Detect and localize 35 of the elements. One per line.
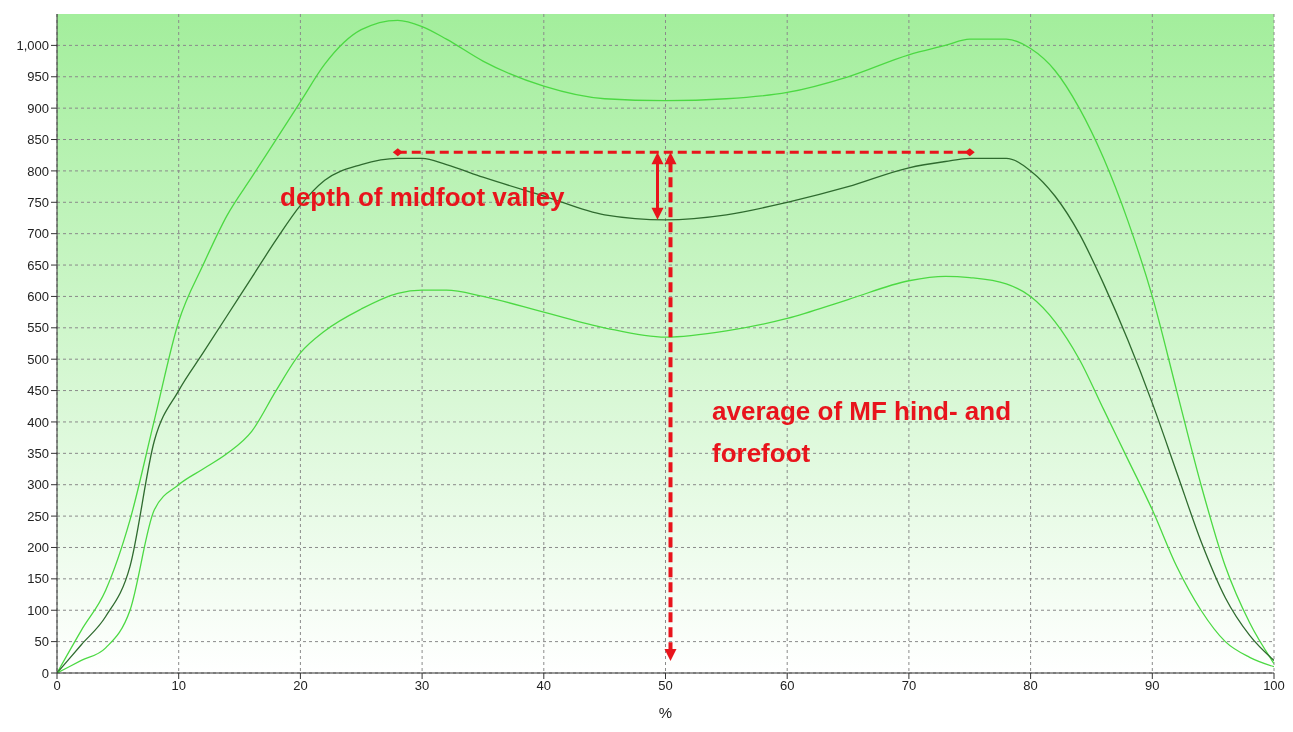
x-tick-label: 60 — [779, 678, 795, 694]
x-tick-label: 100 — [1263, 678, 1285, 694]
x-tick-label: 90 — [1145, 678, 1160, 694]
x-tick-label: 20 — [293, 678, 308, 694]
y-tick-label: 150 — [27, 571, 49, 587]
y-tick-label: 200 — [27, 540, 49, 556]
y-tick-label: 500 — [27, 351, 49, 367]
y-tick-label: 100 — [27, 602, 49, 618]
x-tick-label: 50 — [658, 678, 673, 694]
x-axis-title: % — [658, 704, 673, 721]
y-tick-label: 300 — [27, 477, 49, 493]
x-tick-label: 40 — [536, 678, 552, 694]
x-tick-label: 10 — [171, 678, 186, 694]
y-tick-label: 450 — [27, 383, 49, 399]
y-tick-label: 0 — [41, 665, 49, 681]
annotation: depth of midfoot valley — [280, 181, 566, 214]
y-tick-label: 50 — [34, 634, 49, 650]
y-tick-label: 800 — [27, 163, 49, 179]
y-tick-label: 750 — [27, 194, 49, 210]
x-tick-label: 30 — [414, 678, 430, 694]
y-tick-label: 400 — [27, 414, 49, 430]
annotation: average of MF hind- and forefoot — [712, 395, 1013, 470]
y-tick-label: 600 — [27, 289, 49, 305]
x-tick-label: 80 — [1023, 678, 1038, 694]
y-tick-label: 250 — [27, 508, 49, 524]
y-tick-label: 900 — [27, 100, 49, 116]
y-tick-label: 850 — [27, 132, 49, 148]
y-tick-label: 650 — [27, 257, 49, 273]
x-tick-label: 70 — [901, 678, 917, 694]
y-tick-label: 700 — [27, 226, 49, 242]
y-tick-label: 950 — [27, 69, 49, 85]
y-tick-label: 1,000 — [16, 38, 49, 53]
y-tick-label: 550 — [27, 320, 49, 336]
x-tick-label: 0 — [53, 678, 61, 694]
y-tick-label: 350 — [27, 445, 49, 461]
